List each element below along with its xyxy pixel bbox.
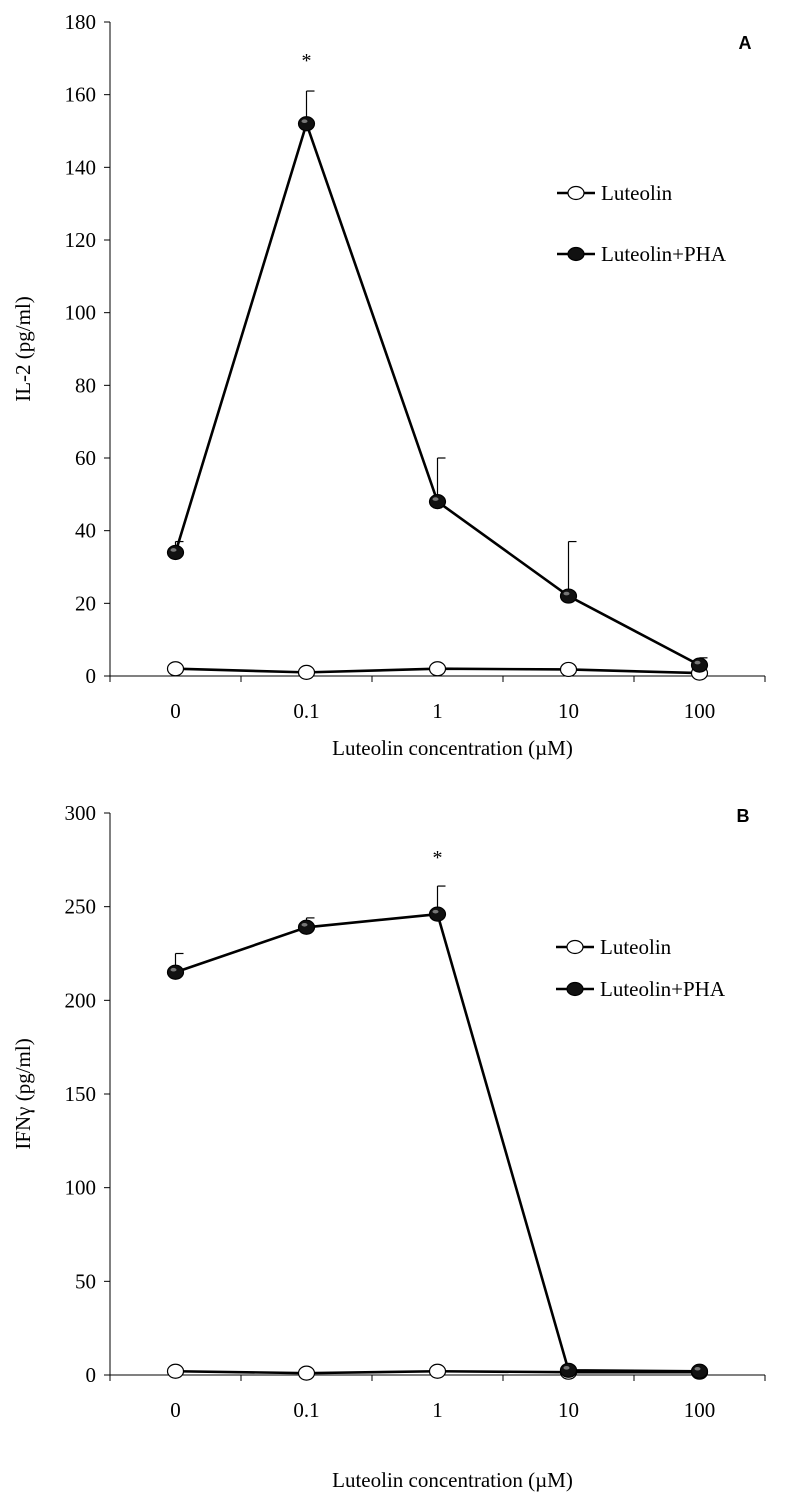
data-point (166, 544, 185, 561)
chart-b: 0 50 100 150 200 250 300 0 0.1 1 10 100 Luteolin con… (11, 801, 766, 1492)
panel-label: B (737, 806, 750, 826)
x-tick-label: 0 (170, 1398, 181, 1422)
y-tick-label: 0 (86, 664, 97, 688)
y-axis-title: IL-2 (pg/ml) (11, 296, 35, 402)
data-point (428, 661, 447, 677)
data-point (297, 116, 316, 132)
data-point-highlight (694, 660, 701, 665)
data-point (428, 494, 447, 510)
legend-label: Luteolin (601, 181, 673, 205)
y-tick-label: 300 (65, 801, 97, 825)
x-axis-title: Luteolin concentration (µM) (332, 1468, 573, 1492)
data-point-highlight (301, 119, 308, 124)
data-point (428, 906, 447, 922)
data-point-highlight (432, 909, 439, 914)
data-point (559, 588, 578, 604)
y-tick-label: 100 (65, 1176, 97, 1200)
chart-a: 0 20 40 60 80 100 120 140 160 180 0 0.1 1 10 100 Luteol… (11, 10, 766, 760)
x-tick-label: 0.1 (293, 1398, 319, 1422)
data-point (297, 1365, 316, 1381)
y-tick-label: 60 (75, 446, 96, 470)
y-tick-label: 80 (75, 373, 96, 397)
y-tick-label: 100 (65, 301, 97, 325)
x-tick-label: 100 (684, 699, 716, 723)
legend-label: Luteolin+PHA (601, 242, 727, 266)
data-point-highlight (301, 922, 308, 927)
data-point-highlight (563, 591, 570, 596)
data-point (559, 1362, 578, 1378)
y-tick-label: 150 (65, 1082, 97, 1106)
data-point (297, 919, 316, 935)
y-tick-label: 0 (86, 1363, 97, 1387)
x-axis-title: Luteolin concentration (µM) (332, 736, 573, 760)
significance-marker: * (302, 50, 312, 72)
data-point (559, 661, 578, 678)
x-tick-label: 1 (432, 699, 443, 723)
data-point (166, 661, 185, 677)
x-tick-label: 10 (558, 699, 579, 723)
x-tick-label: 100 (684, 1398, 716, 1422)
y-tick-label: 180 (65, 10, 97, 34)
data-point (166, 1363, 185, 1379)
x-tick-label: 0.1 (293, 699, 319, 723)
y-tick-label: 160 (65, 83, 97, 107)
legend-marker (566, 939, 584, 955)
data-point (166, 964, 185, 980)
y-tick-label: 250 (65, 895, 97, 919)
data-point (690, 1363, 709, 1379)
x-tick-label: 1 (432, 1398, 443, 1422)
panel-label: A (739, 33, 752, 53)
y-tick-label: 200 (65, 988, 97, 1012)
y-tick-label: 20 (75, 591, 96, 615)
y-tick-label: 50 (75, 1269, 96, 1293)
data-point-highlight (563, 1366, 570, 1370)
data-point-highlight (432, 497, 439, 501)
data-point-highlight (170, 548, 177, 552)
legend-marker (567, 246, 585, 262)
y-tick-label: 140 (65, 155, 97, 179)
x-tick-label: 10 (558, 1398, 579, 1422)
x-tick-label: 0 (170, 699, 181, 723)
data-point (690, 657, 709, 673)
legend-label: Luteolin (600, 935, 672, 959)
y-axis-title: IFNγ (pg/ml) (11, 1038, 35, 1149)
y-tick-label: 120 (65, 228, 97, 252)
y-tick-label: 40 (75, 519, 96, 543)
data-point-highlight (694, 1366, 701, 1371)
legend-marker (567, 185, 585, 201)
legend-marker (566, 981, 584, 997)
significance-marker: * (433, 847, 443, 869)
data-point (428, 1363, 447, 1379)
legend-label: Luteolin+PHA (600, 977, 726, 1001)
data-point (297, 664, 316, 680)
data-point-highlight (170, 967, 177, 972)
